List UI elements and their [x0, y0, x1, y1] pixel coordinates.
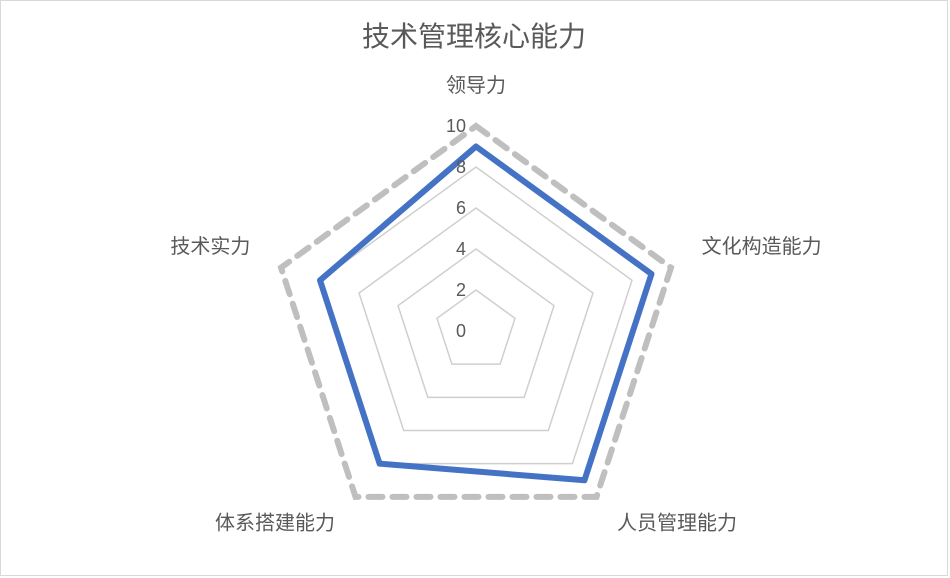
radar-tick-label: 10 [446, 116, 466, 136]
radar-tick-label: 0 [456, 321, 466, 341]
radar-axis-label: 领导力 [446, 74, 506, 97]
radar-tick-label: 4 [456, 239, 466, 259]
radar-chart: 0 2 4 6 8 10 领导力文化构造能力人员管理能力 体系搭建能力 技术实力 [1, 1, 947, 575]
radar-tick-label: 8 [456, 157, 466, 177]
chart-container: 技术管理核心能力 0246810领导力文化构造能力人员管理能力体系搭建能力技术实… [0, 0, 948, 576]
radar-ring [398, 249, 554, 397]
radar-axis-label: 体系搭建能力 [215, 512, 335, 535]
radar-tick-label: 2 [456, 280, 466, 300]
radar-axis-label: 技术实力 [170, 235, 250, 258]
radar-ring [437, 290, 515, 364]
radar-axis-label: 人员管理能力 [617, 512, 737, 535]
radar-tick-label: 6 [456, 198, 466, 218]
radar-ring-outer [281, 126, 671, 497]
radar-axis-label: 文化构造能力 [702, 235, 822, 258]
